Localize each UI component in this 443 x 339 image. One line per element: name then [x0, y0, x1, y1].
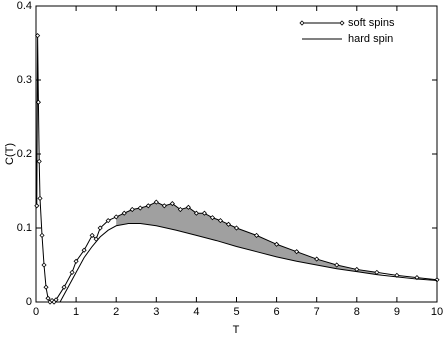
- data-point: [41, 262, 47, 268]
- data-point: [35, 33, 41, 39]
- data-point: [434, 277, 440, 283]
- y-tick-label: 0.2: [17, 148, 32, 160]
- data-point: [274, 241, 280, 247]
- plot-frame: [35, 5, 438, 303]
- data-point: [161, 203, 167, 209]
- data-point: [73, 258, 79, 264]
- data-point: [193, 210, 199, 216]
- data-point: [61, 284, 67, 290]
- x-tick-label: 7: [314, 306, 320, 318]
- x-tick-label: 9: [394, 306, 400, 318]
- data-point: [153, 199, 159, 205]
- data-point: [185, 204, 191, 210]
- data-point: [314, 256, 320, 262]
- data-point: [97, 225, 103, 231]
- data-point: [89, 232, 95, 238]
- data-point: [43, 284, 49, 290]
- data-point: [137, 205, 143, 211]
- data-point: [177, 206, 183, 213]
- data-point: [145, 203, 151, 209]
- x-tick-label: 10: [431, 306, 443, 318]
- data-point: [253, 232, 260, 238]
- y-tick-label: 0.3: [17, 74, 32, 86]
- data-point: [39, 232, 45, 238]
- data-point: [209, 215, 216, 221]
- data-point: [129, 206, 135, 213]
- y-tick-label: 0.1: [17, 222, 32, 234]
- y-tick-label: 0: [26, 296, 32, 308]
- legend-label: hard spin: [348, 33, 393, 45]
- x-tick-label: 4: [193, 306, 199, 318]
- x-tick-label: 3: [153, 306, 159, 318]
- series-line: [36, 35, 438, 303]
- data-point: [334, 262, 340, 268]
- series-line: [59, 223, 438, 303]
- shaded-gap: [116, 202, 377, 275]
- legend-label: soft spins: [348, 17, 395, 29]
- data-point: [81, 247, 87, 253]
- x-axis-label: T: [233, 324, 240, 336]
- data-point: [121, 210, 127, 216]
- legend-marker: [339, 20, 345, 26]
- data-point: [53, 297, 59, 303]
- x-tick-label: 8: [354, 306, 360, 318]
- x-tick-label: 0: [33, 306, 39, 318]
- data-point: [233, 225, 240, 231]
- x-tick-label: 1: [73, 306, 79, 318]
- data-point: [105, 218, 111, 224]
- data-point: [217, 218, 224, 224]
- data-point: [201, 210, 207, 216]
- y-tick-label: 0.4: [17, 0, 32, 12]
- x-tick-label: 5: [233, 306, 239, 318]
- data-point: [294, 249, 300, 255]
- y-axis-label: C(T): [4, 143, 16, 165]
- data-point: [113, 214, 119, 220]
- data-point: [37, 195, 43, 201]
- data-point: [225, 221, 232, 227]
- legend-marker: [299, 20, 305, 26]
- data-point: [169, 201, 175, 207]
- data-point: [45, 295, 51, 301]
- data-point: [36, 158, 42, 164]
- x-tick-label: 2: [113, 306, 119, 318]
- x-tick-label: 6: [274, 306, 280, 318]
- data-point: [35, 99, 41, 105]
- data-point: [69, 269, 75, 275]
- data-point: [34, 203, 40, 209]
